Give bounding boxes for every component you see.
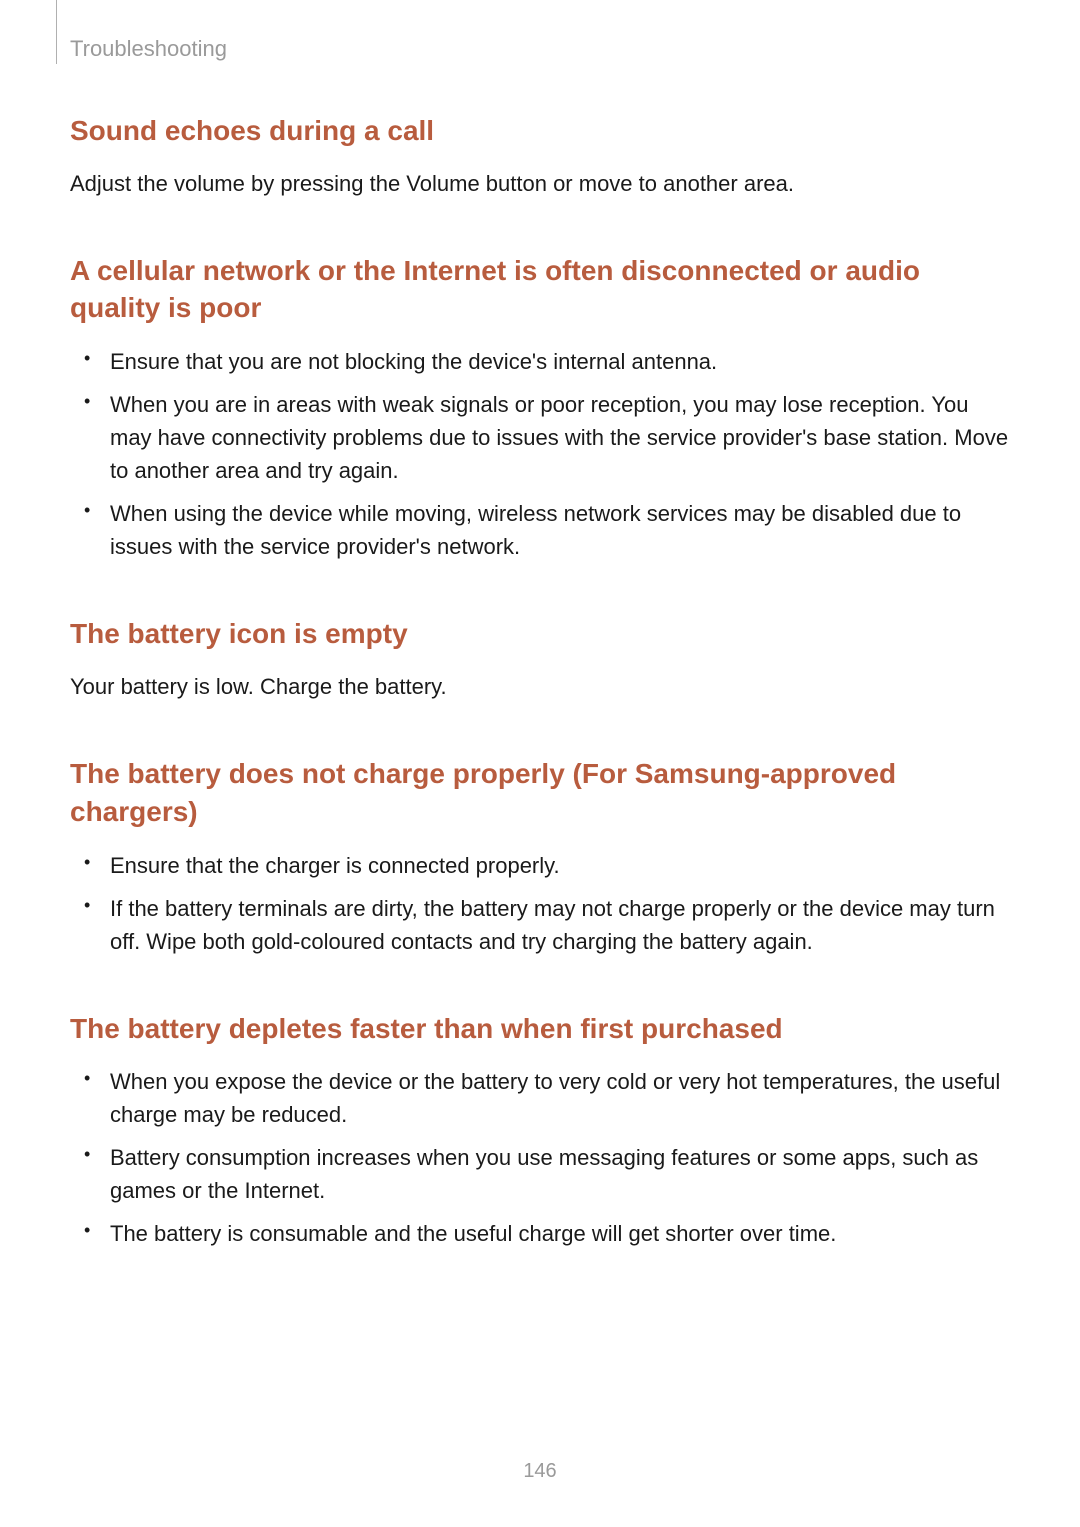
section-heading-battery-depletes: The battery depletes faster than when fi… [70,1010,1010,1048]
section-heading-network-disconnected: A cellular network or the Internet is of… [70,252,1010,328]
list-item: Ensure that you are not blocking the dev… [70,345,1010,378]
section-body: Adjust the volume by pressing the Volume… [70,168,1010,200]
list-item: When you expose the device or the batter… [70,1065,1010,1131]
section-body: Your battery is low. Charge the battery. [70,671,1010,703]
section-heading-sound-echoes: Sound echoes during a call [70,112,1010,150]
list-item: The battery is consumable and the useful… [70,1217,1010,1250]
list-item: If the battery terminals are dirty, the … [70,892,1010,958]
page-number: 146 [0,1460,1080,1483]
page-margin-line [56,0,57,64]
bullet-list: Ensure that you are not blocking the dev… [70,345,1010,563]
bullet-list: Ensure that the charger is connected pro… [70,849,1010,958]
list-item: When you are in areas with weak signals … [70,388,1010,487]
breadcrumb: Troubleshooting [70,36,227,62]
section-heading-battery-empty: The battery icon is empty [70,615,1010,653]
list-item: When using the device while moving, wire… [70,497,1010,563]
bullet-list: When you expose the device or the batter… [70,1065,1010,1250]
section-heading-battery-not-charging: The battery does not charge properly (Fo… [70,755,1010,831]
list-item: Battery consumption increases when you u… [70,1141,1010,1207]
list-item: Ensure that the charger is connected pro… [70,849,1010,882]
page-content: Sound echoes during a call Adjust the vo… [70,100,1010,1260]
